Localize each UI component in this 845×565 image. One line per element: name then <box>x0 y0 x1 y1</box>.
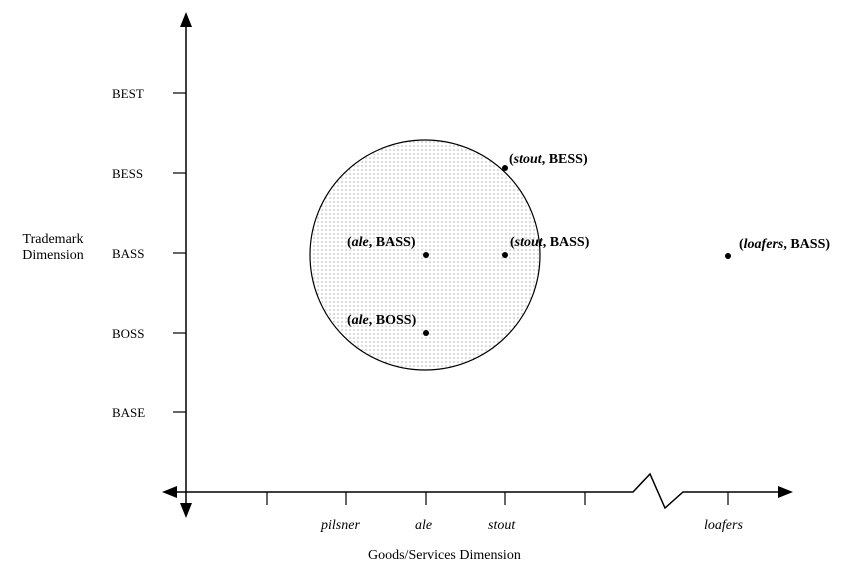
y-tick-label-bess: BESS <box>112 166 144 181</box>
y-tick-label-best: BEST <box>112 86 144 101</box>
point-ale-bass <box>423 252 429 258</box>
y-axis-arrow-up <box>180 12 192 27</box>
point-stout-bass <box>502 252 508 258</box>
point-label-good: ale <box>351 235 369 250</box>
y-axis-title-line1: Trademark <box>22 232 84 247</box>
point-label-mark: BASS <box>549 235 585 250</box>
point-ale-boss <box>423 330 429 336</box>
point-label-loafers-bass: (loafers, BASS) <box>739 237 831 252</box>
x-axis-title: Goods/Services Dimension <box>368 548 521 563</box>
y-tick-label-base: BASE <box>112 405 146 420</box>
y-tick-label-bass: BASS <box>112 246 145 261</box>
x-tick-label-loafers: loafers <box>704 518 743 533</box>
y-tick-label-boss: BOSS <box>112 326 145 341</box>
x-axis-arrow-right <box>778 486 793 498</box>
point-label-good: stout <box>513 152 542 167</box>
y-axis-title: Trademark Dimension <box>10 232 96 264</box>
point-label-good: stout <box>514 235 543 250</box>
point-label-good: loafers <box>743 237 784 252</box>
point-label-mark: BESS <box>548 152 583 167</box>
point-label-stout-bess: (stout, BESS) <box>509 152 588 167</box>
x-axis <box>172 472 783 510</box>
x-tick-label-ale: ale <box>415 518 433 533</box>
point-stout-bess <box>502 165 508 171</box>
x-tick-label-pilsner: pilsner <box>321 518 360 533</box>
point-loafers-bass <box>725 253 731 259</box>
point-label-stout-bass: (stout, BASS) <box>510 235 590 250</box>
y-axis-arrow-down <box>180 503 192 518</box>
point-label-good: ale <box>351 313 369 328</box>
point-label-mark: BOSS <box>375 313 412 328</box>
y-axis-title-line2: Dimension <box>22 248 84 263</box>
x-tick-label-stout: stout <box>488 518 516 533</box>
point-label-ale-boss: (ale, BOSS) <box>347 313 417 328</box>
point-label-mark: BASS <box>790 237 826 252</box>
point-label-mark: BASS <box>375 235 411 250</box>
point-label-ale-bass: (ale, BASS) <box>347 235 416 250</box>
x-axis-arrow-left <box>162 486 177 498</box>
